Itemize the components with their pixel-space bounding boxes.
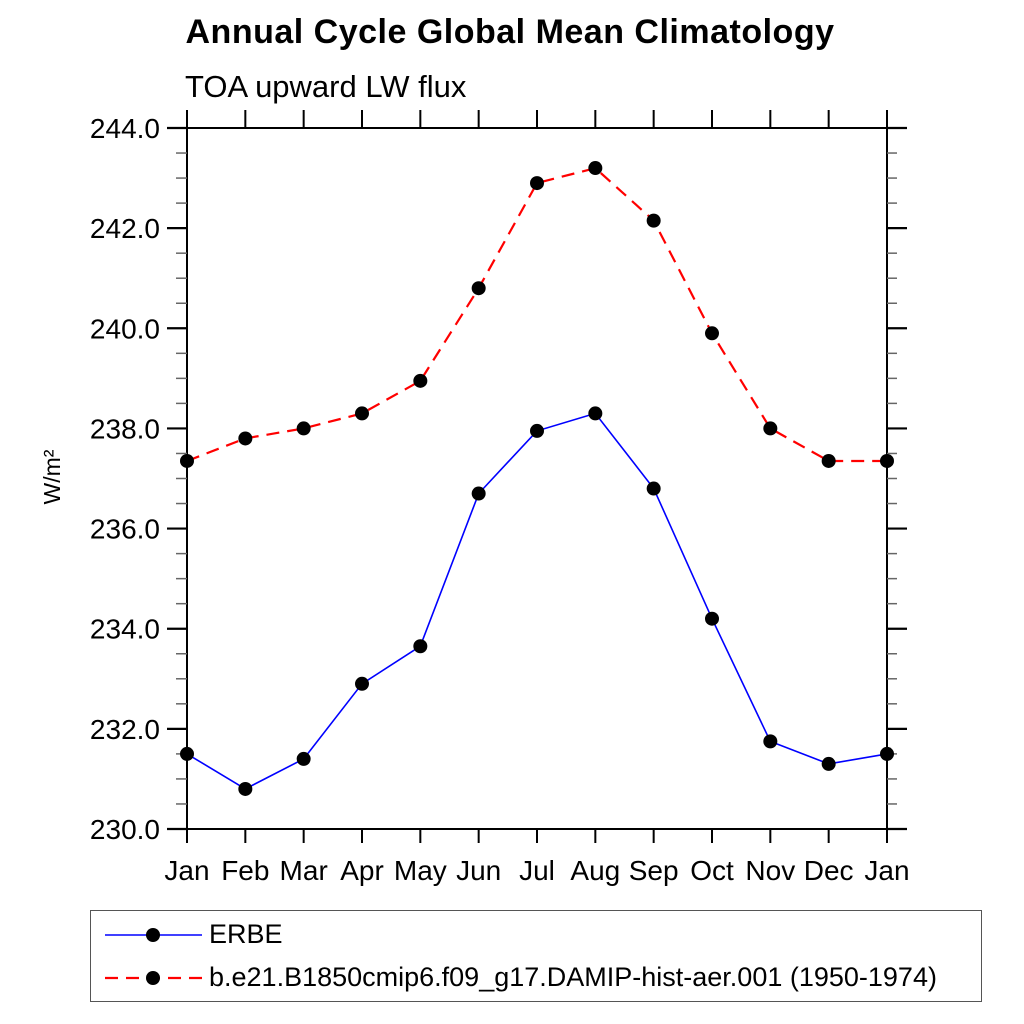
y-tick-label: 234.0 <box>90 614 160 645</box>
x-tick-label: Jun <box>456 855 501 886</box>
erbe-line <box>186 412 888 790</box>
erbe-legend-sample <box>105 927 202 942</box>
erbe-data-point <box>763 734 778 749</box>
erbe-data-point <box>880 746 894 761</box>
legend-item-erbe: ERBE <box>91 913 981 956</box>
model-data-point <box>530 176 544 191</box>
x-tick-label: Sep <box>629 855 679 886</box>
x-tick-label: Feb <box>221 855 269 886</box>
erbe-data-point <box>413 639 428 654</box>
y-tick-label: 240.0 <box>90 313 160 344</box>
erbe-data-point <box>180 746 194 761</box>
x-tick-label: Nov <box>745 855 795 886</box>
model-data-point <box>238 431 253 446</box>
erbe-data-point <box>588 406 603 421</box>
x-tick-label: Jan <box>164 855 209 886</box>
chart-subtitle: TOA upward LW flux <box>185 69 467 104</box>
erbe-data-point <box>705 611 719 626</box>
model-data-point <box>180 453 194 468</box>
erbe-data-point <box>646 481 661 496</box>
model-data-point <box>821 453 836 468</box>
model-data-point <box>588 161 603 176</box>
legend-label-model: b.e21.B1850cmip6.f09_g17.DAMIP-hist-aer.… <box>209 962 937 992</box>
x-tick-label: May <box>394 855 447 886</box>
legend-label-erbe: ERBE <box>209 919 283 949</box>
y-tick-label: 238.0 <box>90 413 160 444</box>
y-tick-label: 236.0 <box>90 514 160 545</box>
model-data-point <box>296 421 311 436</box>
x-tick-label: Mar <box>280 855 328 886</box>
y-tick-label: 244.0 <box>90 113 160 144</box>
model-data-point <box>705 326 719 341</box>
model-data-point <box>413 373 428 388</box>
model-data-point <box>880 453 894 468</box>
legend-box: ERBE b.e21.B1850cmip6.f09_g17.DAMIP-hist… <box>90 910 982 1002</box>
model-data-point <box>646 213 661 228</box>
erbe-data-point <box>355 676 369 691</box>
plot-area: Jan Feb Mar Apr May Jun Jul Aug Sep Oct Nov Dec Jan2… <box>90 110 910 886</box>
erbe-data-point <box>471 486 486 501</box>
model-line <box>186 166 887 463</box>
model-legend-marker <box>146 970 160 985</box>
legend-item-model: b.e21.B1850cmip6.f09_g17.DAMIP-hist-aer.… <box>91 956 981 999</box>
x-tick-label: Aug <box>570 855 620 886</box>
erbe-data-point <box>296 751 311 766</box>
x-tick-label: Jul <box>519 855 555 886</box>
erbe-legend-marker <box>146 927 160 942</box>
x-tick-label: Oct <box>690 855 734 886</box>
x-tick-label: Jan <box>864 855 909 886</box>
erbe-data-point <box>238 781 253 796</box>
y-tick-label: 242.0 <box>90 213 160 244</box>
x-tick-label: Apr <box>340 855 384 886</box>
erbe-data-point <box>821 756 836 771</box>
y-tick-label: 232.0 <box>90 714 160 745</box>
plot-frame <box>186 127 888 830</box>
y-tick-label: 230.0 <box>90 814 160 845</box>
chart-title: Annual Cycle Global Mean Climatology <box>185 13 835 51</box>
model-data-point <box>763 421 778 436</box>
model-data-point <box>471 281 486 296</box>
erbe-data-point <box>530 423 544 438</box>
model-legend-sample <box>105 970 202 985</box>
x-tick-label: Dec <box>804 855 854 886</box>
model-data-point <box>355 406 369 421</box>
